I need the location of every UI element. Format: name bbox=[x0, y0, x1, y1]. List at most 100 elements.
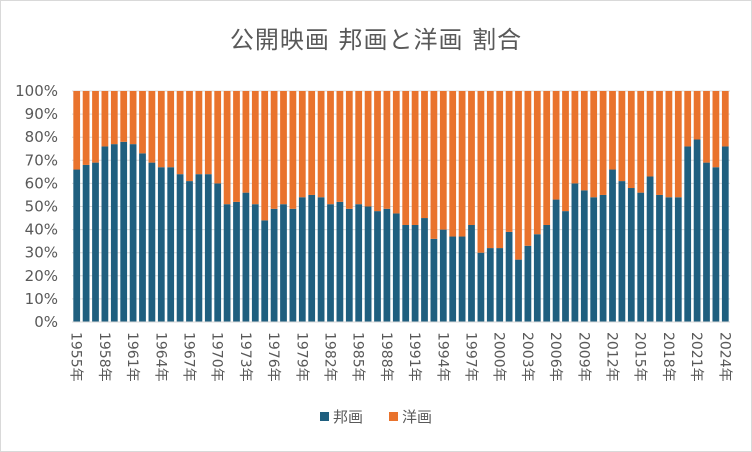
bar-youga bbox=[637, 91, 645, 193]
bar-houga bbox=[101, 146, 109, 322]
bar-houga bbox=[251, 204, 259, 322]
bar-houga bbox=[289, 208, 297, 322]
bar-houga bbox=[665, 197, 673, 322]
bar-youga bbox=[101, 91, 109, 147]
bar-houga bbox=[214, 183, 222, 322]
bar-houga bbox=[167, 167, 175, 322]
bar-houga bbox=[646, 176, 654, 322]
bar-houga bbox=[674, 197, 682, 322]
bar-youga bbox=[684, 91, 692, 147]
legend: 邦画 洋画 bbox=[0, 406, 752, 427]
bar-houga bbox=[703, 162, 710, 322]
y-tick-label: 100% bbox=[15, 82, 58, 100]
bar-youga bbox=[157, 91, 165, 168]
bar-youga bbox=[204, 91, 212, 175]
bar-youga bbox=[261, 91, 269, 221]
x-tick-label: 2003年 bbox=[519, 332, 535, 382]
bar-youga bbox=[656, 91, 663, 195]
bar-houga bbox=[562, 211, 569, 322]
bar-houga bbox=[308, 194, 316, 322]
bar-houga bbox=[430, 238, 438, 322]
bar-youga bbox=[110, 91, 118, 145]
bar-youga bbox=[186, 91, 193, 182]
x-tick-label: 1955年 bbox=[68, 332, 84, 382]
bar-houga bbox=[298, 197, 306, 322]
bar-houga bbox=[552, 199, 560, 322]
bar-houga bbox=[505, 231, 513, 322]
bar-youga bbox=[449, 91, 457, 237]
bar-houga bbox=[439, 229, 447, 322]
bar-houga bbox=[515, 259, 522, 322]
bar-houga bbox=[477, 252, 485, 322]
bar-youga bbox=[223, 91, 231, 205]
bar-houga bbox=[524, 245, 532, 322]
bar-youga bbox=[148, 91, 156, 163]
x-tick-label: 1988年 bbox=[378, 332, 394, 382]
bar-houga bbox=[402, 224, 410, 322]
bar-houga bbox=[327, 204, 334, 322]
y-tick-label: 80% bbox=[25, 128, 58, 146]
bar-houga bbox=[449, 236, 457, 322]
bar-houga bbox=[712, 167, 720, 322]
x-tick-label: 1994年 bbox=[434, 332, 450, 382]
bar-houga bbox=[580, 190, 588, 322]
bar-youga bbox=[430, 91, 438, 239]
bar-houga bbox=[73, 169, 81, 322]
bar-houga bbox=[383, 208, 391, 322]
bar-houga bbox=[684, 146, 692, 322]
bar-houga bbox=[627, 188, 635, 322]
bar-youga bbox=[543, 91, 551, 225]
bar-youga bbox=[693, 91, 701, 140]
bar-houga bbox=[261, 220, 269, 322]
bar-houga bbox=[411, 224, 419, 322]
bar-youga bbox=[496, 91, 504, 249]
bar-youga bbox=[458, 91, 466, 237]
bar-youga bbox=[477, 91, 485, 253]
bar-youga bbox=[242, 91, 250, 193]
x-tick-label: 1973年 bbox=[237, 332, 253, 382]
bar-houga bbox=[693, 139, 701, 322]
bar-houga bbox=[317, 197, 325, 322]
bar-youga bbox=[524, 91, 532, 246]
y-tick-label: 70% bbox=[25, 151, 58, 169]
bar-youga bbox=[421, 91, 428, 219]
bar-houga bbox=[533, 234, 541, 322]
x-tick-label: 1976年 bbox=[265, 332, 281, 382]
x-tick-label: 1979年 bbox=[293, 332, 309, 382]
bar-houga bbox=[721, 146, 729, 322]
bar-youga bbox=[139, 91, 146, 154]
bar-houga bbox=[345, 208, 353, 322]
x-tick-label: 1997年 bbox=[463, 332, 479, 382]
bar-houga bbox=[486, 248, 494, 322]
bar-youga bbox=[665, 91, 673, 198]
bar-youga bbox=[609, 91, 616, 170]
bar-youga bbox=[176, 91, 184, 175]
x-tick-label: 2024年 bbox=[716, 332, 732, 382]
bar-youga bbox=[646, 91, 654, 177]
bar-youga bbox=[721, 91, 729, 147]
bar-houga bbox=[110, 144, 118, 322]
bar-youga bbox=[364, 91, 372, 207]
bar-youga bbox=[411, 91, 419, 225]
legend-label-youga: 洋画 bbox=[402, 408, 433, 426]
bar-houga bbox=[637, 192, 645, 322]
bar-houga bbox=[571, 183, 579, 322]
bar-youga bbox=[486, 91, 494, 249]
bar-youga bbox=[129, 91, 137, 145]
x-tick-label: 1958年 bbox=[96, 332, 112, 382]
y-tick-label: 0% bbox=[34, 313, 58, 331]
bar-youga bbox=[505, 91, 513, 232]
bar-youga bbox=[515, 91, 522, 260]
y-tick-label: 30% bbox=[25, 244, 58, 262]
bar-youga bbox=[562, 91, 569, 212]
legend-swatch-youga bbox=[389, 412, 398, 421]
legend-swatch-houga bbox=[319, 412, 329, 421]
x-tick-label: 2015年 bbox=[632, 332, 648, 382]
bar-youga bbox=[251, 91, 259, 205]
x-tick-label: 1982年 bbox=[322, 332, 338, 382]
bar-houga bbox=[82, 164, 90, 322]
bar-youga bbox=[590, 91, 598, 198]
bar-youga bbox=[552, 91, 560, 200]
y-tick-label: 40% bbox=[25, 221, 58, 239]
